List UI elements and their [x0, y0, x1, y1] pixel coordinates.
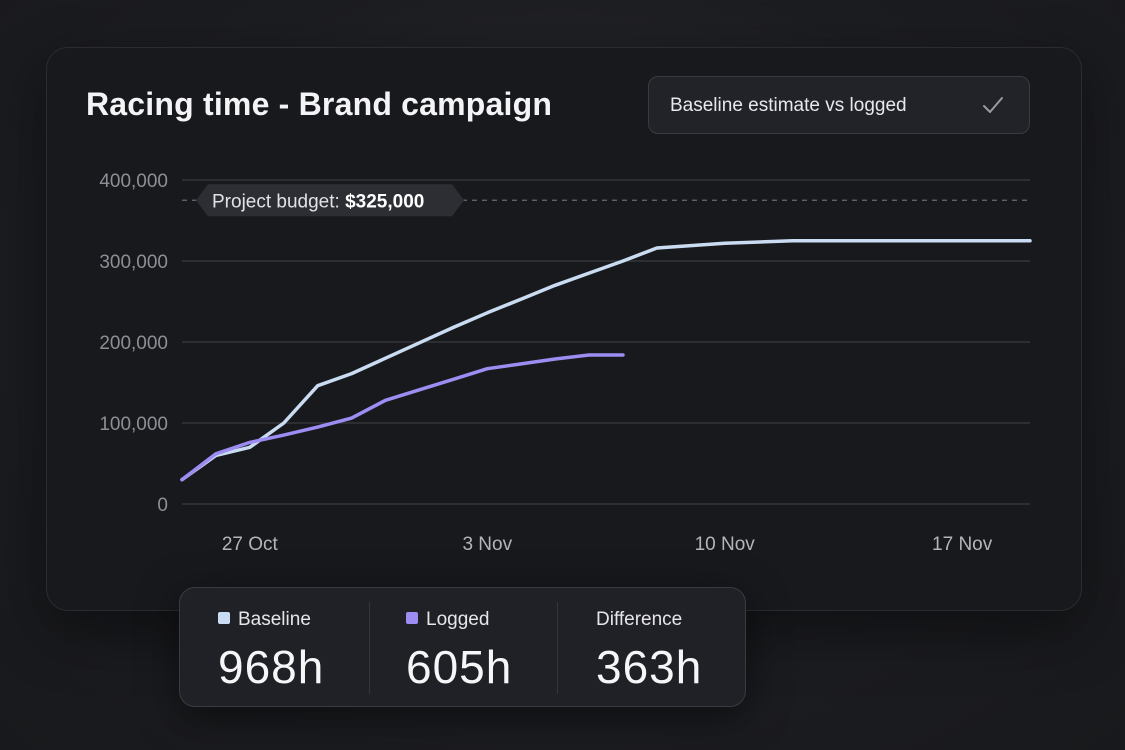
divider: [369, 602, 370, 694]
stat-label-text: Logged: [426, 609, 490, 630]
x-tick-label: 17 Nov: [932, 534, 993, 555]
stat-label: Difference: [596, 609, 682, 631]
x-tick-label: 27 Oct: [222, 534, 279, 555]
stat-value: 363h: [596, 641, 703, 693]
budget-label: Project budget: $325,000: [212, 191, 424, 212]
stat-label: Logged: [406, 609, 489, 631]
stat-label: Baseline: [218, 609, 311, 631]
series-line-logged: [180, 353, 625, 482]
y-tick-label: 300,000: [99, 252, 168, 273]
stats-panel: Baseline 968h Logged 605h Difference 363…: [179, 587, 746, 707]
logged-swatch: [406, 612, 418, 624]
baseline-swatch: [218, 612, 230, 624]
stat-value: 605h: [406, 641, 513, 693]
stat-label-text: Baseline: [238, 609, 311, 630]
stat-value: 968h: [218, 641, 325, 693]
stat-label-text: Difference: [596, 609, 683, 630]
budget-amount: $325,000: [345, 191, 424, 212]
budget-label-tag: [196, 184, 464, 217]
check-icon: [983, 97, 1003, 113]
comparison-dropdown[interactable]: Baseline estimate vs logged: [648, 76, 1030, 134]
chart-card: Racing time - Brand campaign Baseline es…: [46, 47, 1082, 611]
y-tick-label: 100,000: [99, 414, 168, 435]
budget-label-text: Project budget:: [212, 191, 345, 212]
y-tick-label: 200,000: [99, 333, 168, 354]
divider: [557, 602, 558, 694]
x-tick-label: 10 Nov: [695, 534, 756, 555]
chart-title: Racing time - Brand campaign: [86, 86, 553, 122]
y-tick-label: 0: [157, 495, 168, 516]
dropdown-label: Baseline estimate vs logged: [670, 95, 907, 116]
y-tick-label: 400,000: [99, 171, 168, 192]
series-line-baseline: [180, 239, 1032, 482]
x-tick-label: 3 Nov: [462, 534, 512, 555]
